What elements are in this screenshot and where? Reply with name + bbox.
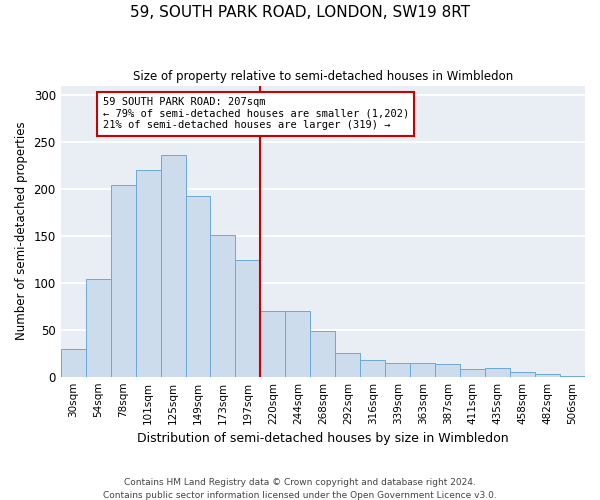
Text: Contains HM Land Registry data © Crown copyright and database right 2024.
Contai: Contains HM Land Registry data © Crown c… <box>103 478 497 500</box>
Bar <box>385 362 410 376</box>
Title: Size of property relative to semi-detached houses in Wimbledon: Size of property relative to semi-detach… <box>133 70 513 83</box>
Bar <box>185 196 211 376</box>
Text: 59 SOUTH PARK ROAD: 207sqm
← 79% of semi-detached houses are smaller (1,202)
21%: 59 SOUTH PARK ROAD: 207sqm ← 79% of semi… <box>103 97 409 130</box>
Bar <box>110 185 136 376</box>
Bar <box>86 279 110 376</box>
Text: 59, SOUTH PARK ROAD, LONDON, SW19 8RT: 59, SOUTH PARK ROAD, LONDON, SW19 8RT <box>130 5 470 20</box>
Bar <box>360 360 385 376</box>
Bar <box>435 364 460 376</box>
Bar <box>136 170 161 376</box>
Bar <box>286 311 310 376</box>
Bar <box>510 372 535 376</box>
Bar <box>535 374 560 376</box>
Bar <box>335 353 360 376</box>
Bar <box>161 155 185 376</box>
X-axis label: Distribution of semi-detached houses by size in Wimbledon: Distribution of semi-detached houses by … <box>137 432 509 445</box>
Bar <box>485 368 510 376</box>
Bar <box>310 330 335 376</box>
Y-axis label: Number of semi-detached properties: Number of semi-detached properties <box>15 122 28 340</box>
Bar <box>260 311 286 376</box>
Bar <box>460 369 485 376</box>
Bar <box>410 362 435 376</box>
Bar <box>235 260 260 376</box>
Bar <box>211 235 235 376</box>
Bar <box>61 348 86 376</box>
